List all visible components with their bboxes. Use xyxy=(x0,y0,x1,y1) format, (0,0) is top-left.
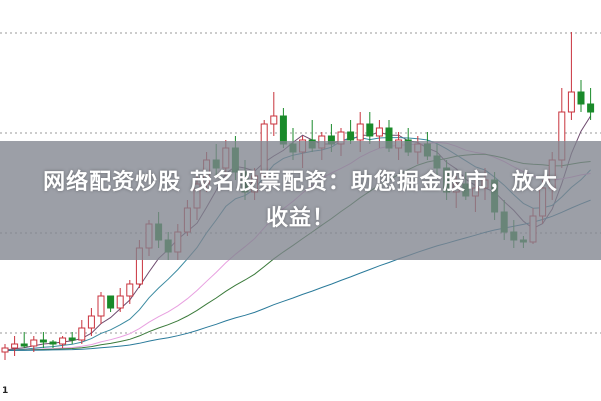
candle-up xyxy=(11,343,19,349)
candle-up xyxy=(30,339,38,347)
candle-down xyxy=(366,123,374,137)
headline-line-2: 收益！ xyxy=(265,205,335,231)
candle-down xyxy=(39,339,47,343)
candle-down xyxy=(577,91,585,105)
candle-down xyxy=(107,295,115,309)
candle-up xyxy=(356,123,364,141)
candle-up xyxy=(1,347,9,353)
headline-banner: 网络配资炒股 茂名股票配资：助您掘金股市，放大 收益！ xyxy=(0,141,601,260)
candle-up xyxy=(59,337,67,345)
candle-up xyxy=(375,127,383,137)
candle-up xyxy=(97,295,105,317)
corner-label: 1 xyxy=(2,386,9,396)
candle-up xyxy=(87,315,95,329)
candle-up xyxy=(567,91,575,113)
headline-line-1: 网络配资炒股 茂名股票配资：助您掘金股市，放大 xyxy=(43,169,558,195)
candle-down xyxy=(49,341,57,345)
candle-down xyxy=(20,343,28,347)
candle-down xyxy=(347,131,355,141)
candle-down xyxy=(68,337,76,341)
candle-up xyxy=(126,283,134,297)
candle-up xyxy=(270,115,278,125)
candle-down xyxy=(279,115,287,145)
candle-up xyxy=(78,327,86,341)
candle-up xyxy=(116,295,124,309)
candle-down xyxy=(587,103,595,113)
